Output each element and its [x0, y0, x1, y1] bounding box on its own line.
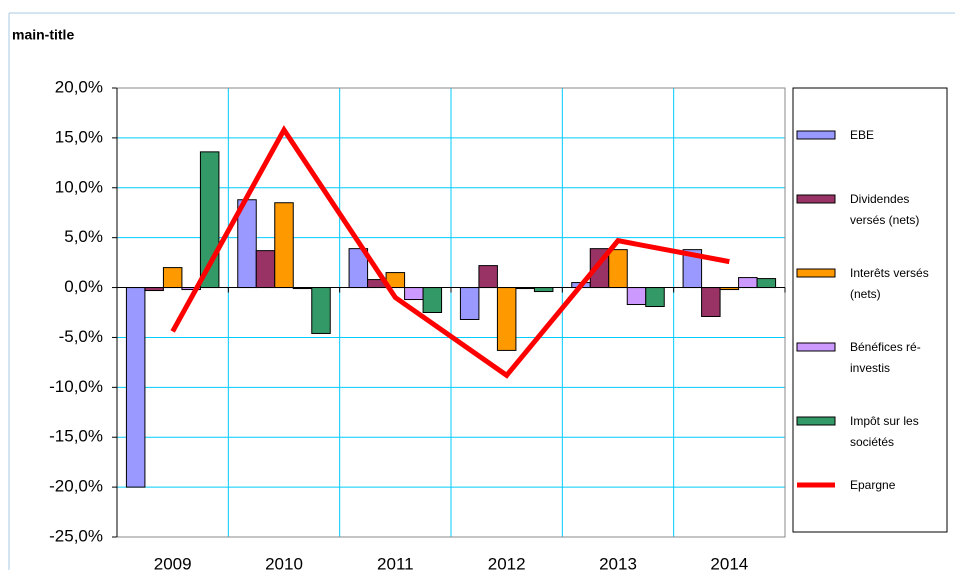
y-tick-label: 10,0% — [55, 177, 103, 196]
bar — [162, 267, 183, 289]
legend-swatch — [796, 416, 836, 426]
x-tick-label: 2013 — [599, 554, 637, 570]
y-tick-label: 5,0% — [64, 227, 103, 246]
bar — [255, 250, 276, 289]
bar — [422, 287, 443, 313]
legend-label: EBE — [850, 127, 875, 142]
legend-label: Impôt sur les sociétés — [850, 413, 919, 449]
y-tick-label: -15,0% — [49, 427, 103, 446]
y-tick-label: 15,0% — [55, 127, 103, 146]
legend-swatch — [796, 130, 836, 140]
legend-box — [792, 87, 948, 533]
legend-swatch — [796, 268, 836, 278]
y-tick-label: 0,0% — [64, 277, 103, 296]
bar — [701, 287, 721, 317]
bar — [125, 287, 146, 488]
x-tick-label: 2009 — [154, 554, 192, 570]
x-tick-label: 2012 — [488, 554, 526, 570]
bar — [478, 265, 498, 289]
line — [170, 125, 730, 379]
legend-label: Interêts versés (nets) — [850, 265, 929, 301]
y-tick-label: -5,0% — [59, 327, 103, 346]
bar — [311, 287, 331, 334]
legend-label: Dividendes versés (nets) — [850, 191, 920, 227]
bar — [626, 287, 647, 306]
y-tick-label: -20,0% — [49, 477, 103, 496]
y-tick-label: 20,0% — [55, 77, 103, 96]
x-tick-label: 2014 — [710, 554, 748, 570]
bar — [738, 277, 758, 289]
bar — [533, 287, 554, 293]
y-tick-label: -10,0% — [49, 377, 103, 396]
x-tick-label: 2011 — [377, 554, 414, 570]
legend-label: Bénéfices ré-investis — [850, 339, 921, 375]
bar — [645, 287, 665, 308]
x-tick-label: 2010 — [265, 554, 303, 570]
legend-label: Epargne — [850, 477, 896, 492]
legend-swatch — [796, 342, 836, 352]
bar — [496, 287, 517, 351]
bar — [756, 278, 777, 289]
bar — [274, 202, 294, 289]
bar — [404, 287, 424, 301]
chart-title: main-title — [12, 27, 74, 43]
y-tick-label: -25,0% — [49, 526, 103, 545]
bar — [459, 287, 480, 320]
bar — [608, 249, 628, 289]
legend-swatch — [796, 194, 836, 204]
